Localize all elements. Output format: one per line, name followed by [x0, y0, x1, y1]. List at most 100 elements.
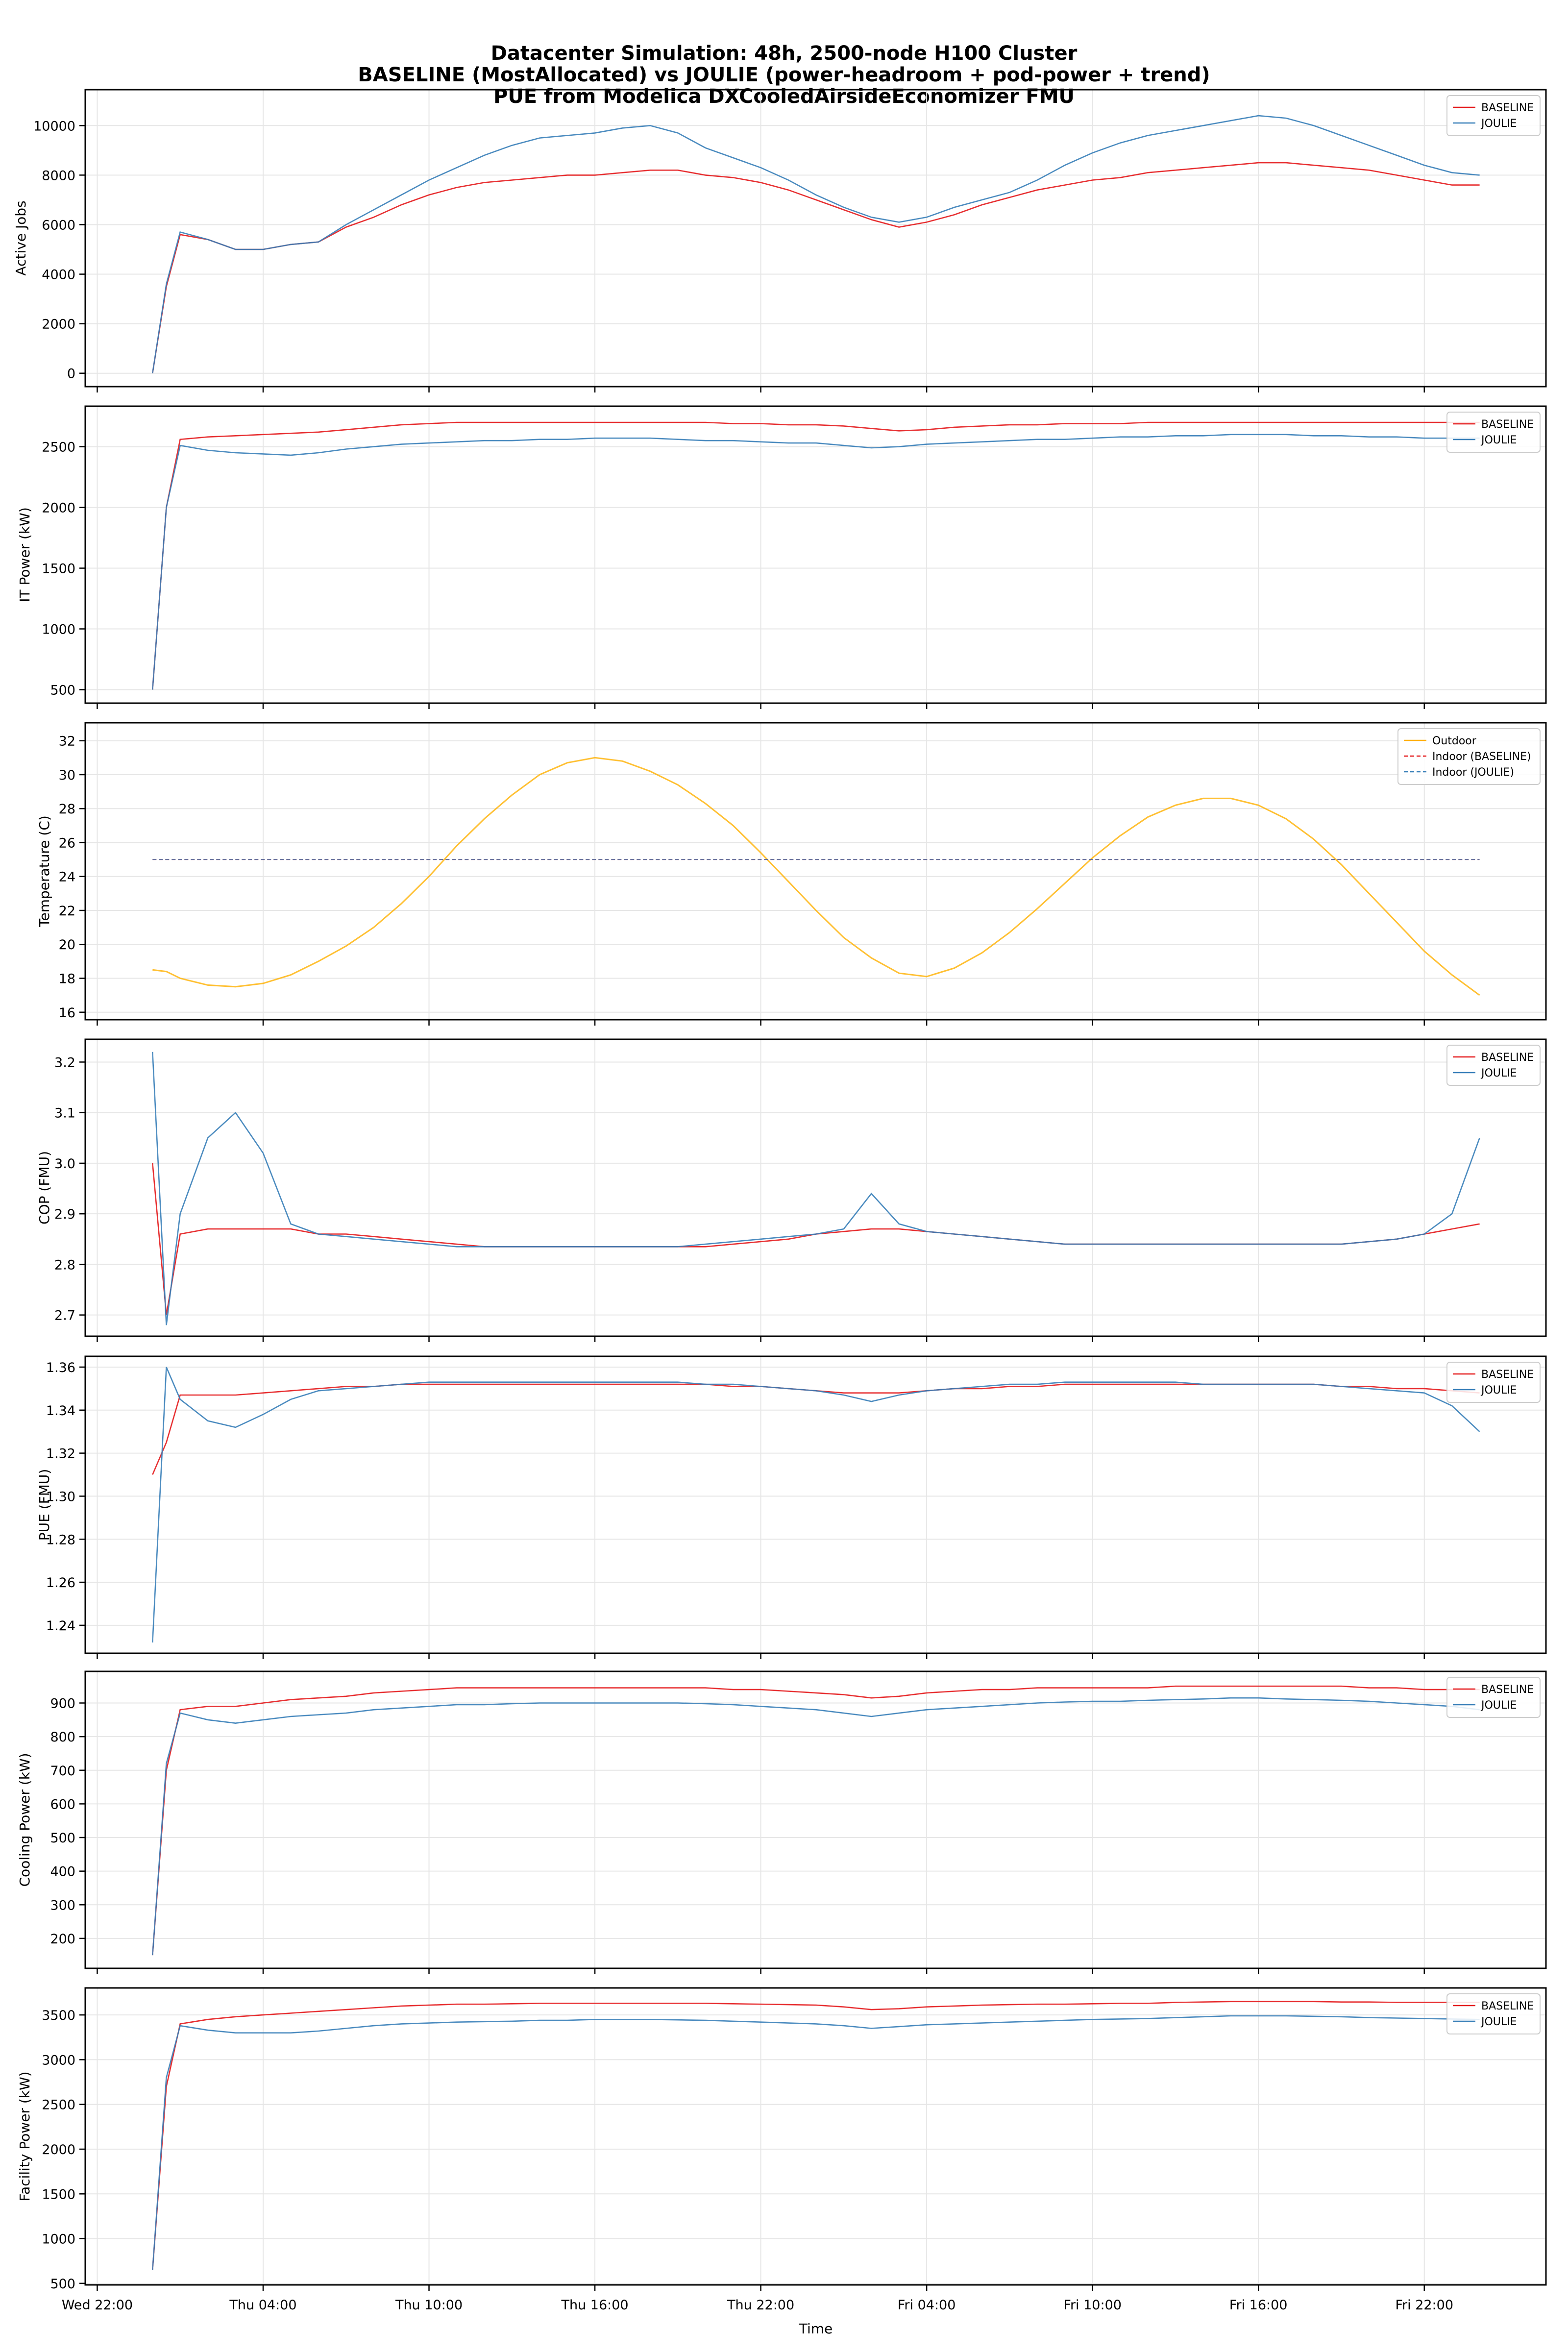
y-tick-label: 8000: [42, 168, 75, 183]
y-axis-label: Cooling Power (kW): [17, 1753, 33, 1886]
y-tick-label: 2.7: [54, 1308, 75, 1323]
y-tick-label: 2500: [42, 440, 75, 455]
legend-label: Indoor (BASELINE): [1432, 751, 1531, 763]
y-tick-label: 10000: [33, 119, 75, 134]
legend-label: Indoor (JOULIE): [1432, 766, 1514, 779]
legend-label: BASELINE: [1481, 1684, 1534, 1696]
series-line-joulie: [152, 1367, 1480, 1643]
y-tick-label: 22: [59, 904, 75, 919]
legend: BASELINE JOULIE: [1446, 1045, 1541, 1086]
series-line-baseline: [152, 2001, 1480, 2270]
y-tick-label: 2000: [42, 2142, 75, 2157]
y-tick-label: 30: [59, 768, 75, 783]
legend: BASELINE JOULIE: [1446, 1362, 1541, 1403]
series-line-baseline: [152, 1685, 1480, 1956]
series-line-joulie: [152, 2015, 1480, 2270]
y-tick-label: 4000: [42, 268, 75, 283]
y-tick-label: 3.2: [54, 1055, 75, 1070]
panel-7: Wed 22:00 Thu 04:00 Thu 10:00 Thu 16:00 Thu …: [17, 1987, 1547, 2313]
series-line-joulie: [152, 434, 1480, 690]
y-tick-label: 20: [59, 937, 75, 953]
legend-label: Outdoor: [1432, 735, 1477, 747]
y-tick-label: 1500: [42, 562, 75, 577]
y-tick-label: 1.30: [46, 1489, 75, 1504]
x-axis-label: Time: [799, 2321, 833, 2337]
y-axis-label: Active Jobs: [13, 200, 29, 275]
legend-label: JOULIE: [1480, 434, 1517, 446]
series-line-outdoor: [152, 757, 1480, 996]
y-tick-label: 18: [59, 972, 75, 987]
legend-box: [1446, 95, 1541, 136]
x-tick-label: Wed 22:00: [62, 2298, 133, 2313]
y-tick-label: 26: [59, 835, 75, 851]
legend-label: BASELINE: [1481, 1052, 1534, 1064]
series-line-baseline: [152, 162, 1480, 373]
legend: BASELINE JOULIE: [1446, 1677, 1541, 1718]
legend: BASELINE JOULIE: [1446, 95, 1541, 136]
plot-frame: [84, 405, 1547, 704]
legend-box: [1446, 1677, 1541, 1718]
series-line-baseline: [152, 421, 1480, 690]
y-tick-label: 800: [50, 1730, 75, 1745]
plot-frame: [84, 1670, 1547, 1969]
y-tick-label: 1.26: [46, 1575, 75, 1591]
plot-frame: [84, 89, 1547, 388]
y-tick-label: 900: [50, 1696, 75, 1712]
y-tick-label: 16: [59, 1005, 75, 1021]
y-tick-label: 3.0: [54, 1156, 75, 1172]
y-tick-label: 0: [67, 367, 75, 382]
legend-label: JOULIE: [1480, 2016, 1517, 2028]
y-axis-label: Facility Power (kW): [17, 2071, 33, 2201]
legend-label: JOULIE: [1480, 1699, 1517, 1712]
y-tick-label: 500: [50, 1831, 75, 1846]
series-line-baseline: [152, 1163, 1480, 1315]
panel-1: 0 2000 4000 6000 8000 10000 Active Jobs BASELIN…: [13, 89, 1547, 392]
y-tick-label: 1.36: [46, 1360, 75, 1375]
x-tick-label: Fri 22:00: [1395, 2298, 1453, 2313]
y-tick-label: 500: [50, 2277, 75, 2292]
y-tick-label: 1000: [42, 622, 75, 637]
chart-title-line-1: Datacenter Simulation: 48h, 2500-node H1…: [491, 42, 1078, 65]
legend-label: JOULIE: [1480, 118, 1517, 130]
plot-frame: [84, 1355, 1547, 1654]
y-tick-label: 2.9: [54, 1207, 75, 1222]
legend-label: JOULIE: [1480, 1384, 1517, 1396]
y-tick-label: 2.8: [54, 1257, 75, 1273]
y-tick-label: 6000: [42, 218, 75, 233]
legend-box: [1446, 412, 1541, 453]
series-line-joulie: [152, 115, 1480, 373]
panel-5: 1.24 1.26 1.28 1.30 1.32 1.34 1.36 PUE (FMU) BAS…: [36, 1355, 1547, 1659]
y-tick-label: 400: [50, 1864, 75, 1880]
y-tick-label: 300: [50, 1898, 75, 1913]
legend: Outdoor Indoor (BASELINE) Indoor (JOULIE): [1397, 728, 1541, 785]
legend-label: BASELINE: [1481, 102, 1534, 114]
series-line-joulie: [152, 1697, 1480, 1956]
legend-box: [1397, 728, 1541, 785]
y-tick-label: 1.28: [46, 1532, 75, 1547]
y-tick-label: 1000: [42, 2232, 75, 2247]
y-tick-label: 600: [50, 1797, 75, 1812]
y-tick-label: 500: [50, 683, 75, 698]
y-tick-label: 3500: [42, 2008, 75, 2023]
y-tick-label: 1500: [42, 2187, 75, 2202]
panel-4: 2.7 2.8 2.9 3.0 3.1 3.2 COP (FMU) BASELINE JOULI…: [36, 1038, 1547, 1342]
y-tick-label: 700: [50, 1764, 75, 1779]
legend-box: [1446, 1362, 1541, 1403]
x-tick-label: Thu 16:00: [561, 2298, 629, 2313]
y-tick-label: 24: [59, 870, 75, 885]
x-tick-label: Thu 22:00: [727, 2298, 794, 2313]
y-tick-label: 2000: [42, 317, 75, 332]
y-tick-label: 28: [59, 802, 75, 817]
y-axis-label: IT Power (kW): [17, 507, 33, 602]
y-axis-label: COP (FMU): [36, 1151, 52, 1225]
legend: BASELINE JOULIE: [1446, 412, 1541, 453]
y-tick-label: 3.1: [54, 1106, 75, 1121]
legend-label: JOULIE: [1480, 1067, 1517, 1079]
x-tick-label: Thu 10:00: [395, 2298, 463, 2313]
y-tick-label: 1.24: [46, 1618, 75, 1634]
series-line-joulie: [152, 1052, 1480, 1325]
panel-6: 200 300 400 500 600 700 800 900 Cooling Power (k…: [17, 1670, 1547, 1974]
chart-title-line-2: BASELINE (MostAllocated) vs JOULIE (powe…: [358, 64, 1210, 86]
legend-box: [1446, 1993, 1541, 2034]
